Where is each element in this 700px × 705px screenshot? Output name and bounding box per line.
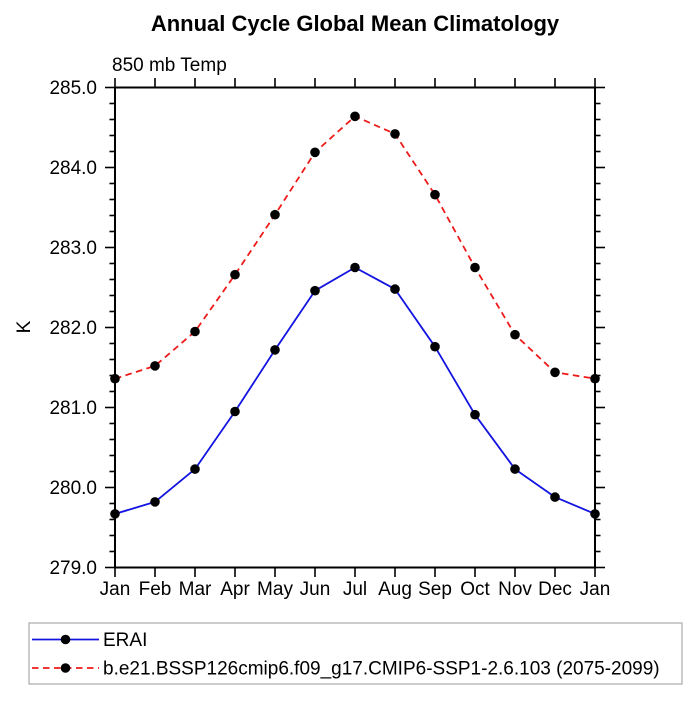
axis-ticks [105,78,605,577]
y-tick-label: 284.0 [49,158,97,179]
erai-point-jan [110,509,120,519]
model-point-jul [350,111,360,122]
x-tick-label: May [257,579,293,600]
x-tick-label: Jan [580,579,611,600]
model-point-dec [550,367,560,378]
model-point-jan [590,373,600,384]
y-tick-label: 281.0 [49,398,97,419]
x-tick-label: Feb [139,579,172,600]
legend-box [28,622,683,685]
y-tick-label: 283.0 [49,238,97,259]
erai-point-jan [590,509,600,519]
y-tick-label: 279.0 [49,558,97,579]
y-tick-label: 285.0 [49,78,97,99]
y-axis-unit-label: K [14,320,35,333]
x-tick-label: Jun [300,579,331,600]
legend-label-1: b.e21.BSSP126cmip6.f09_g17.CMIP6-SSP1-2.… [103,659,660,680]
erai-point-jul [350,262,360,273]
y-tick-label: 282.0 [49,318,97,339]
erai-line [114,266,596,515]
erai-point-aug [390,284,400,294]
erai-point-apr [230,406,240,417]
data-point-markers [110,111,600,519]
erai-point-may [270,345,280,355]
model-point-aug [390,129,400,139]
erai-point-mar [190,464,200,474]
x-tick-label: Mar [179,579,212,600]
model-point-feb [150,361,160,371]
model-point-jan [110,373,120,384]
data-series-lines [114,115,596,515]
legend-label-0: ERAI [103,630,147,651]
erai-point-nov [510,464,520,474]
erai-point-dec [550,492,560,502]
model-point-sep [430,189,440,200]
erai-point-feb [150,497,160,507]
plot-frame [114,86,596,569]
x-tick-label: Jan [100,579,131,600]
model-line [114,115,596,380]
model-point-oct [470,262,480,273]
legend-marker-sample-1 [60,663,71,673]
x-tick-label: Nov [498,579,532,600]
legend-marker-sample-0 [60,634,71,645]
erai-point-oct [470,409,480,420]
x-tick-label: Apr [220,579,250,600]
erai-point-sep [430,341,440,352]
model-point-may [270,209,280,220]
x-tick-label: Sep [418,579,452,600]
x-tick-label: Aug [378,579,412,600]
chart-subtitle: 850 mb Temp [112,55,227,76]
x-tick-label: Jul [343,579,367,600]
y-tick-label: 280.0 [49,478,97,499]
x-tick-label: Dec [538,579,572,600]
chart-title: Annual Cycle Global Mean Climatology [151,11,560,36]
x-tick-label: Oct [460,579,490,600]
model-point-jun [310,147,320,158]
model-point-apr [230,269,240,280]
model-point-mar [190,326,200,337]
axis-tick-labels: 279.0 280.0 281.0 282.0 283.0 284.0 285.0 Jan Fe… [49,78,610,600]
erai-point-jun [310,285,320,296]
legend-box-group: ERAI b.e21.BSSP126cmip6.f09_g17.CMIP6-SSP… [28,622,683,685]
model-point-nov [510,329,520,340]
